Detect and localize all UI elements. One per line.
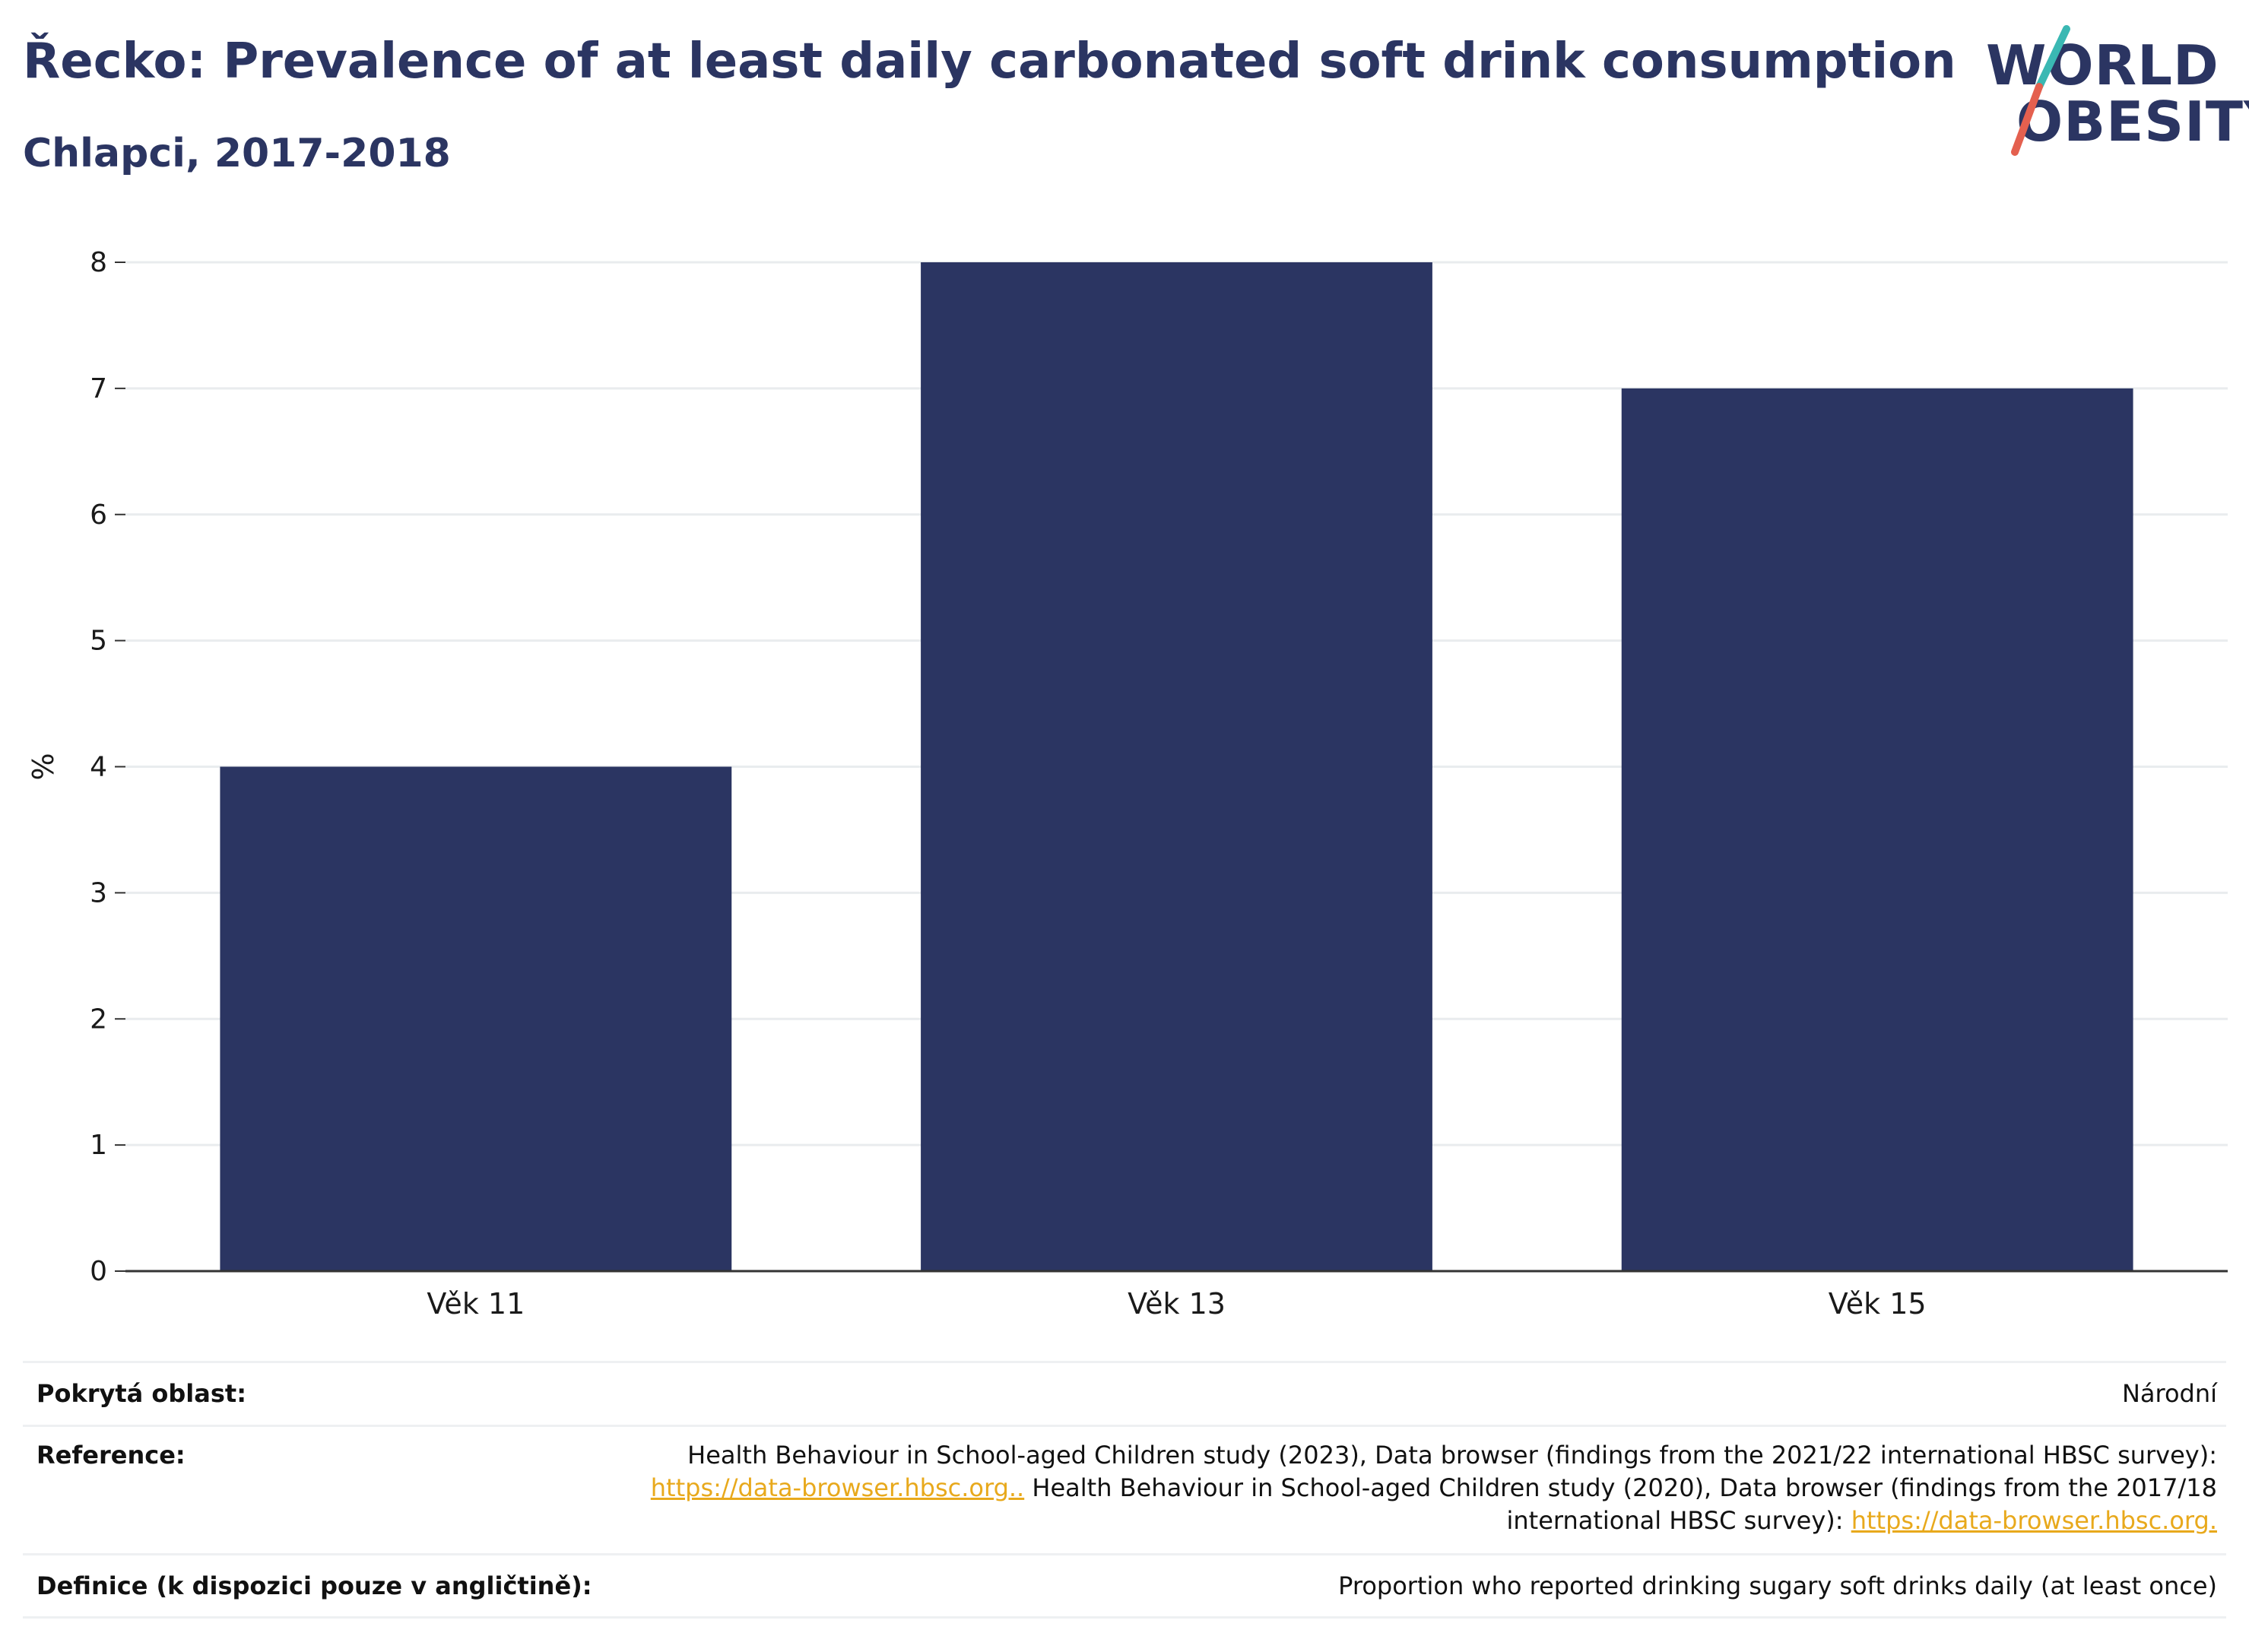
logo-line1: WORLD — [1986, 33, 2219, 97]
x-tick-label: Věk 15 — [1829, 1287, 1927, 1321]
y-tick-label: 3 — [90, 877, 107, 908]
reference-label: Reference: — [36, 1441, 186, 1470]
reference-link-1[interactable]: https://data-browser.hbsc.org.. — [650, 1473, 1025, 1502]
coverage-value: Národní — [2121, 1379, 2217, 1408]
y-tick-label: 8 — [90, 247, 107, 278]
x-tick-label: Věk 13 — [1128, 1287, 1226, 1321]
y-tick-label: 1 — [90, 1130, 107, 1161]
reference-line2-text: Health Behaviour in School-aged Children… — [1024, 1473, 2217, 1502]
bars — [220, 262, 2133, 1271]
y-tick-label: 4 — [90, 752, 107, 783]
axes: 0 1 2 3 4 5 6 7 8 Věk 11 Věk 13 Věk 15% — [27, 247, 2228, 1321]
y-tick-label: 7 — [90, 373, 107, 404]
bar — [921, 262, 1432, 1271]
y-tick-label: 5 — [90, 626, 107, 657]
definition-label: Definice (k dispozici pouze v angličtině… — [36, 1571, 592, 1600]
coverage-label: Pokrytá oblast: — [36, 1379, 246, 1408]
world-obesity-logo: WORLD OBESITY — [1984, 23, 2249, 160]
bar-chart: 0 1 2 3 4 5 6 7 8 Věk 11 Věk 13 Věk 15% — [27, 247, 2228, 1321]
logo-line2: OBESITY — [2016, 90, 2249, 154]
reference-row: Reference: Health Behaviour in School-ag… — [23, 1425, 2226, 1553]
reference-link-2[interactable]: https://data-browser.hbsc.org. — [1851, 1506, 2217, 1535]
reference-value: Health Behaviour in School-aged Children… — [23, 1427, 2226, 1537]
y-tick-label: 0 — [90, 1256, 107, 1287]
chart-subtitle: Chlapci, 2017-2018 — [23, 131, 451, 176]
bar — [1621, 388, 2133, 1271]
definition-row: Definice (k dispozici pouze v angličtině… — [23, 1553, 2226, 1619]
x-tick-label: Věk 11 — [427, 1287, 525, 1321]
y-axis-label: % — [27, 753, 60, 780]
bar — [220, 766, 732, 1271]
reference-line2: https://data-browser.hbsc.org.. Health B… — [23, 1472, 2217, 1505]
y-tick-label: 6 — [90, 499, 107, 531]
y-tick-label: 2 — [90, 1004, 107, 1035]
coverage-row: Pokrytá oblast: Národní — [23, 1361, 2226, 1425]
reference-line3: international HBSC survey): https://data… — [23, 1505, 2217, 1537]
logo-slash-icon — [2011, 25, 2070, 156]
chart-footer: Pokrytá oblast: Národní Reference: Healt… — [23, 1361, 2226, 1619]
reference-line1: Health Behaviour in School-aged Children… — [687, 1441, 2217, 1470]
definition-value: Proportion who reported drinking sugary … — [1338, 1571, 2217, 1600]
chart-title: Řecko: Prevalence of at least daily carb… — [23, 33, 1956, 90]
reference-line3-text: international HBSC survey): — [1506, 1506, 1851, 1535]
